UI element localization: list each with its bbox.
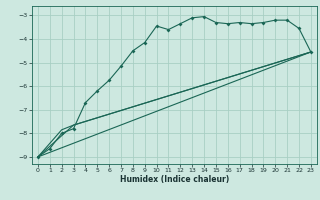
X-axis label: Humidex (Indice chaleur): Humidex (Indice chaleur) (120, 175, 229, 184)
